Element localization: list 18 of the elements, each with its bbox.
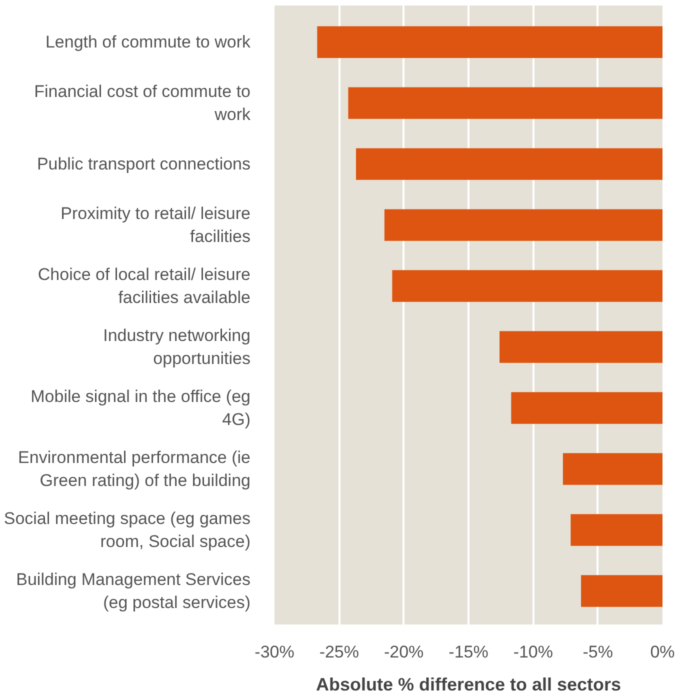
x-tick-label: -25% — [319, 642, 360, 662]
y-tick-label: Mobile signal in the office (eg 4G) — [30, 387, 251, 429]
y-tick-label: Environmental performance (ie Green rating) of the building — [18, 448, 251, 490]
x-tick-label: -20% — [384, 642, 424, 662]
y-tick-label: Proximity to retail/ leisure facilities — [60, 204, 251, 246]
y-tick-label: Financial cost of commute to work — [34, 82, 251, 124]
y-tick-label: Social meeting space (eg games room, Social space) — [4, 509, 251, 551]
y-tick-label: Industry networking opportunities — [103, 326, 250, 368]
y-tick-label: Public transport connections — [36, 154, 250, 174]
y-tick-label: Choice of local retail/ leisure facilities available — [38, 265, 251, 307]
y-tick-label: Building Management Services (eg postal services) — [16, 570, 251, 612]
x-tick-label: -5% — [582, 642, 613, 662]
x-tick-label: -15% — [448, 642, 488, 662]
x-tick-label: 0% — [650, 642, 675, 662]
x-tick-label: -10% — [513, 642, 554, 662]
x-axis-title: Absolute % difference to all sectors — [316, 674, 622, 694]
y-tick-label: Length of commute to work — [45, 32, 251, 52]
x-tick-label: -30% — [254, 642, 294, 662]
